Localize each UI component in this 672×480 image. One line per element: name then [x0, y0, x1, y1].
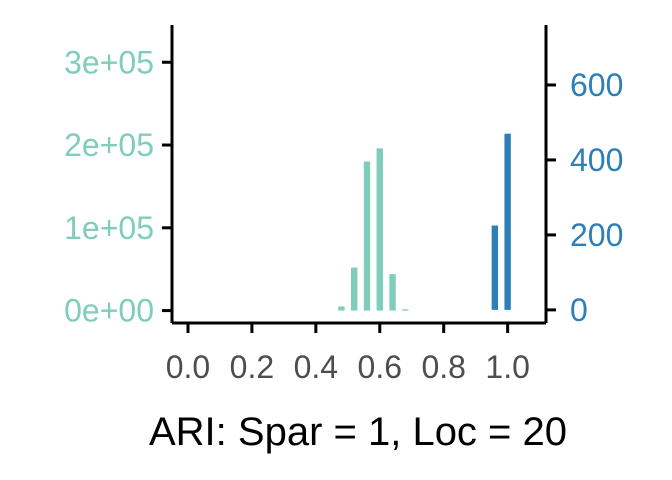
x-ticks: 0.0 0.2 0.4 0.6 0.8 1.0: [166, 323, 530, 385]
right-y-tick-label: 400: [570, 142, 623, 178]
x-tick-label: 0.2: [230, 349, 274, 385]
x-tick-label: 1.0: [485, 349, 529, 385]
right-y-ticks: 0 200 400 600: [546, 67, 623, 328]
right-y-tick-label: 200: [570, 217, 623, 253]
histogram-bar-right-1: [504, 133, 511, 310]
histogram-bar-right-0: [491, 225, 499, 310]
histogram-bar-left-0: [338, 306, 345, 311]
left-y-tick-label: 0e+00: [64, 293, 154, 329]
left-y-tick-label: 1e+05: [64, 210, 154, 246]
left-y-tick-label: 3e+05: [64, 44, 154, 80]
histogram-bar-left-2: [363, 161, 371, 311]
histogram-bar-left-4: [389, 274, 396, 311]
x-tick-label: 0.4: [294, 349, 338, 385]
histogram-bar-left-1: [351, 267, 358, 311]
bars-layer: [338, 133, 511, 311]
x-tick-label: 0.6: [358, 349, 402, 385]
right-y-tick-label: 0: [570, 292, 588, 328]
right-y-tick-label: 600: [570, 67, 623, 103]
x-tick-label: 0.8: [421, 349, 465, 385]
left-y-tick-label: 2e+05: [64, 127, 154, 163]
histogram-bar-left-5: [402, 309, 409, 311]
histogram-bar-left-3: [376, 148, 383, 311]
left-y-ticks: 0e+00 1e+05 2e+05 3e+05: [64, 44, 172, 329]
x-axis-title: ARI: Spar = 1, Loc = 20: [149, 410, 567, 454]
x-tick-label: 0.0: [166, 349, 210, 385]
